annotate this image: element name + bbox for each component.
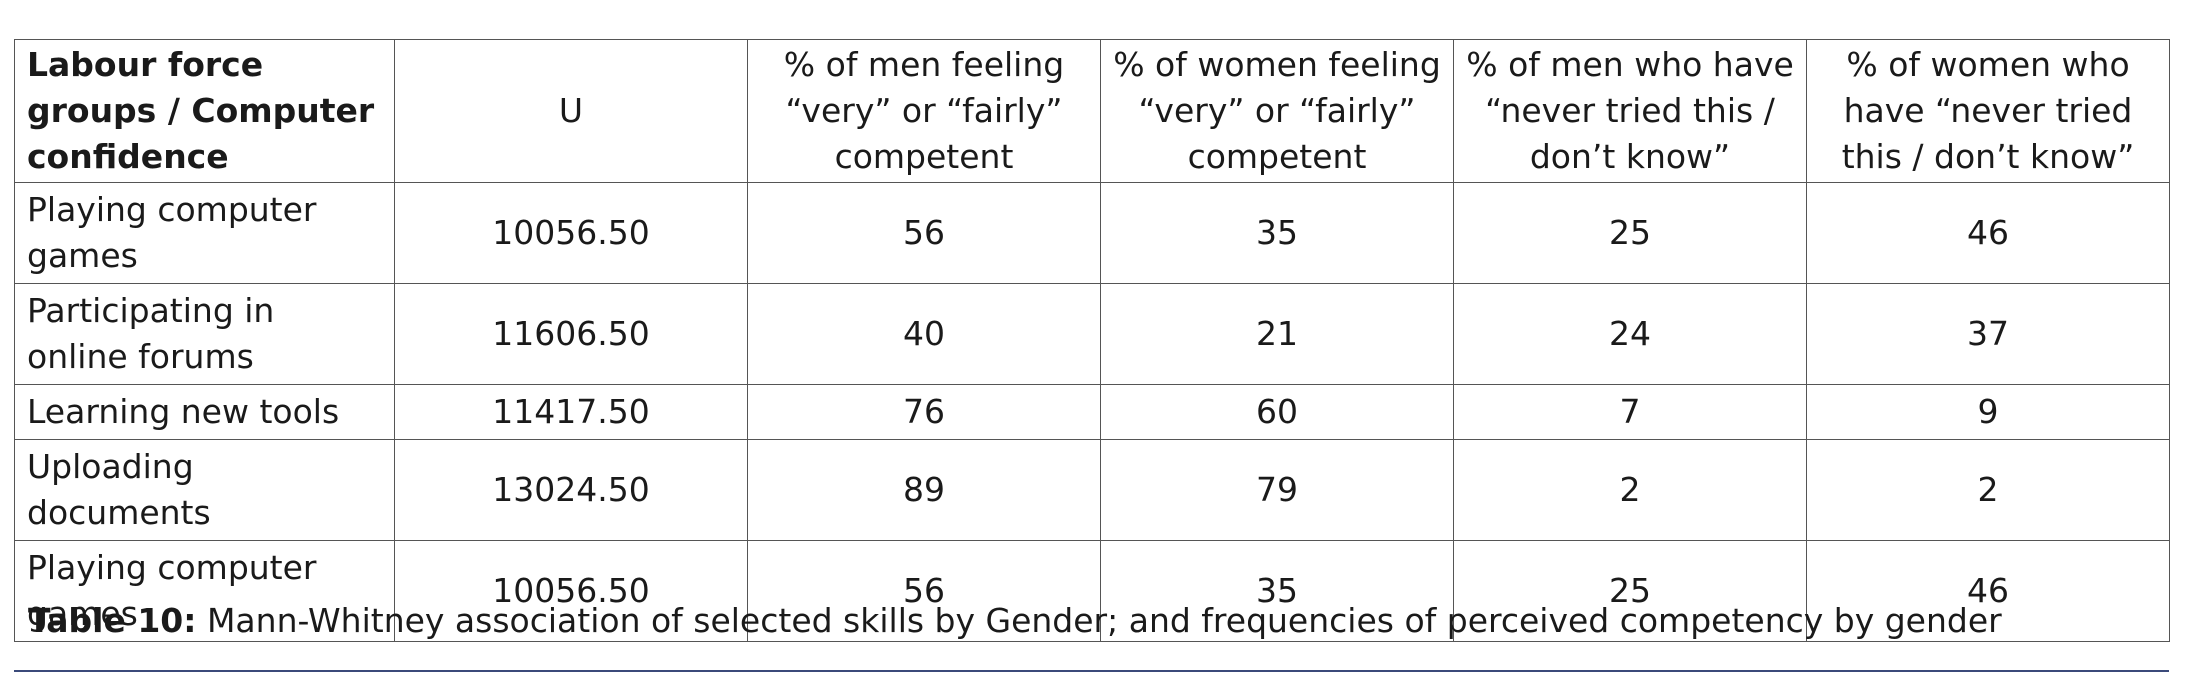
- table-row: Playing computer games 10056.50 56 35 25…: [14, 182, 2170, 284]
- header-cell-men-never: % of men who have “never tried this / do…: [1453, 39, 1807, 183]
- table-caption: Table 10: Mann-Whitney association of se…: [28, 598, 2002, 644]
- cell-men-competent: 40: [747, 283, 1101, 385]
- header-cell-men-competent: % of men feeling “very” or “fairly” comp…: [747, 39, 1101, 183]
- header-row: Labour force groups / Computer confidenc…: [14, 39, 2170, 183]
- cell-men-competent: 56: [747, 182, 1101, 284]
- header-cell-women-competent: % of women feeling “very” or “fairly” co…: [1100, 39, 1454, 183]
- header-cell-group: Labour force groups / Computer confidenc…: [14, 39, 395, 183]
- cell-u: 10056.50: [394, 182, 748, 284]
- row-label: Playing computer games: [14, 540, 395, 642]
- cell-women-never: 9: [1806, 384, 2170, 440]
- cell-women-never: 46: [1806, 182, 2170, 284]
- caption-text: Mann-Whitney association of selected ski…: [206, 601, 2002, 640]
- cell-men-never: 25: [1453, 182, 1807, 284]
- caption-label: Table 10:: [28, 601, 197, 640]
- cell-men-never: 7: [1453, 384, 1807, 440]
- row-label: Learning new tools: [14, 384, 395, 440]
- cell-men-never: 24: [1453, 283, 1807, 385]
- cell-women-competent: 79: [1100, 439, 1454, 541]
- cell-women-competent: 35: [1100, 540, 1454, 642]
- cell-men-never: 25: [1453, 540, 1807, 642]
- table-container: Labour force groups / Computer confidenc…: [14, 39, 2170, 642]
- cell-u: 11417.50: [394, 384, 748, 440]
- table-row: Participating in online forums 11606.50 …: [14, 283, 2170, 385]
- cell-women-competent: 35: [1100, 182, 1454, 284]
- results-table: Labour force groups / Computer confidenc…: [14, 39, 2170, 642]
- cell-women-never: 2: [1806, 439, 2170, 541]
- row-label: Uploading documents: [14, 439, 395, 541]
- cell-men-competent: 89: [747, 439, 1101, 541]
- cell-u: 13024.50: [394, 439, 748, 541]
- cell-women-competent: 21: [1100, 283, 1454, 385]
- cell-men-competent: 56: [747, 540, 1101, 642]
- cell-men-competent: 76: [747, 384, 1101, 440]
- row-label: Participating in online forums: [14, 283, 395, 385]
- cell-u: 11606.50: [394, 283, 748, 385]
- cell-u: 10056.50: [394, 540, 748, 642]
- header-cell-u: U: [394, 39, 748, 183]
- table-row: Playing computer games 10056.50 56 35 25…: [14, 540, 2170, 642]
- cell-women-never: 46: [1806, 540, 2170, 642]
- table-row: Learning new tools 11417.50 76 60 7 9: [14, 384, 2170, 440]
- table-row: Uploading documents 13024.50 89 79 2 2: [14, 439, 2170, 541]
- bottom-rule: [14, 670, 2169, 672]
- row-label: Playing computer games: [14, 182, 395, 284]
- cell-women-never: 37: [1806, 283, 2170, 385]
- header-cell-women-never: % of women who have “never tried this / …: [1806, 39, 2170, 183]
- cell-women-competent: 60: [1100, 384, 1454, 440]
- cell-men-never: 2: [1453, 439, 1807, 541]
